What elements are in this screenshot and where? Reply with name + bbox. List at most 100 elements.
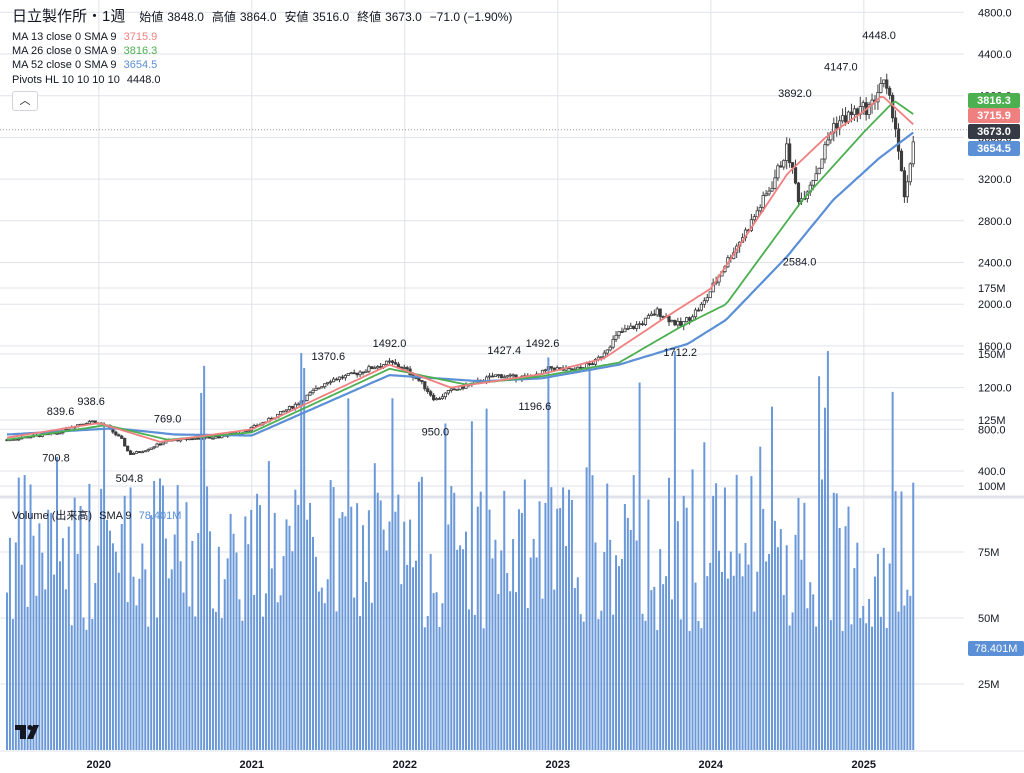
volume-bar bbox=[785, 545, 788, 750]
candle-body bbox=[405, 367, 409, 370]
volume-bar bbox=[76, 553, 79, 750]
candle-body bbox=[605, 349, 609, 354]
candle-body bbox=[826, 139, 830, 146]
volume-bar bbox=[44, 589, 47, 750]
tradingview-logo[interactable] bbox=[14, 722, 44, 742]
volume-bar bbox=[350, 506, 353, 750]
time-tick-label: 2022 bbox=[393, 759, 417, 771]
candle-body bbox=[543, 369, 548, 372]
volume-bar bbox=[29, 484, 32, 750]
volume-bar bbox=[659, 549, 662, 750]
candles bbox=[5, 73, 915, 750]
volume-bar bbox=[526, 607, 529, 750]
volume-bar bbox=[382, 529, 385, 750]
candle-body bbox=[499, 374, 503, 379]
volume-bar bbox=[688, 631, 691, 750]
volume-bar bbox=[94, 583, 97, 750]
indicator-pivots[interactable]: Pivots HL 10 10 10 10 4448.0 bbox=[12, 72, 165, 88]
volume-bar bbox=[903, 605, 906, 750]
candle-body bbox=[432, 394, 436, 401]
volume-bar bbox=[765, 561, 768, 750]
pivot-label: 1196.6 bbox=[518, 401, 551, 413]
high-value: 3864.0 bbox=[239, 10, 277, 24]
price-tick-label: 1200.0 bbox=[978, 383, 1012, 395]
volume-bar bbox=[214, 611, 217, 750]
candle-body bbox=[149, 447, 153, 450]
indicator-ma13[interactable]: MA 13 close 0 SMA 9 3715.9 bbox=[12, 29, 161, 45]
volume-bar bbox=[8, 537, 11, 750]
candle-body bbox=[387, 360, 392, 363]
volume-bar bbox=[306, 519, 309, 750]
time-tick-label: 2021 bbox=[240, 759, 264, 771]
volume-bar bbox=[491, 558, 494, 750]
candle-body bbox=[187, 438, 192, 441]
candle-body bbox=[373, 367, 377, 370]
candle-body bbox=[326, 381, 330, 385]
candle-body bbox=[420, 380, 424, 382]
candle-body bbox=[655, 308, 659, 316]
volume-bar bbox=[750, 476, 753, 750]
volume-bar bbox=[635, 540, 638, 750]
candle-body bbox=[843, 115, 848, 123]
candle-body bbox=[331, 378, 336, 383]
volume-bar bbox=[309, 502, 312, 750]
volume-bar bbox=[129, 487, 132, 750]
volume-bar bbox=[173, 534, 176, 750]
time-tick-label: 2024 bbox=[699, 759, 724, 771]
candle-body bbox=[214, 436, 218, 439]
candle-body bbox=[626, 328, 630, 330]
volume-bar bbox=[191, 541, 194, 750]
volume-bar bbox=[250, 509, 253, 750]
candle-body bbox=[623, 328, 627, 333]
candle-body bbox=[17, 438, 21, 441]
volume-bar bbox=[241, 620, 244, 750]
candle-body bbox=[885, 79, 889, 89]
volume-bar bbox=[679, 619, 682, 750]
volume-bar bbox=[591, 475, 594, 750]
indicator-ma52[interactable]: MA 52 close 0 SMA 9 3654.5 bbox=[12, 57, 161, 73]
time-tick-label: 2020 bbox=[87, 759, 111, 771]
volume-bar bbox=[285, 519, 288, 750]
volume-bar bbox=[323, 603, 326, 750]
volume-bar bbox=[229, 513, 232, 750]
candle-body bbox=[390, 360, 395, 363]
volume-bar bbox=[117, 572, 120, 750]
candle-body bbox=[688, 317, 692, 321]
collapse-legend-button[interactable]: ︿ bbox=[12, 91, 38, 111]
candle-body bbox=[290, 405, 295, 409]
candle-body bbox=[882, 79, 886, 84]
volume-bar bbox=[771, 406, 773, 750]
candle-body bbox=[617, 331, 621, 336]
ma52-line bbox=[6, 131, 914, 437]
volume-bar bbox=[573, 588, 576, 750]
candle-body bbox=[602, 352, 606, 358]
volume-tick-label: 25M bbox=[978, 679, 999, 691]
pivot-label: 1427.4 bbox=[487, 345, 521, 357]
volume-bar bbox=[288, 525, 291, 750]
indicator-ma26[interactable]: MA 26 close 0 SMA 9 3816.3 bbox=[12, 43, 161, 59]
volume-bar bbox=[403, 521, 406, 750]
volume-bar bbox=[697, 621, 700, 750]
volume-bar bbox=[23, 475, 26, 750]
price-badge bbox=[968, 93, 1020, 108]
volume-bar bbox=[58, 561, 61, 750]
candle-body bbox=[788, 143, 792, 163]
pivot-label: 769.0 bbox=[154, 414, 182, 426]
candle-body bbox=[346, 373, 350, 376]
price-badge bbox=[968, 108, 1020, 123]
volume-bar bbox=[432, 593, 435, 750]
volume-bar bbox=[632, 475, 635, 750]
price-tick-label: 2400.0 bbox=[978, 258, 1012, 270]
candle-body bbox=[429, 391, 433, 396]
volume-bar bbox=[791, 612, 794, 750]
candle-body bbox=[793, 167, 798, 184]
volume-bar bbox=[11, 619, 14, 750]
volume-bar bbox=[744, 543, 747, 750]
volume-bar bbox=[576, 577, 579, 750]
volume-bar bbox=[111, 543, 114, 750]
pivot-label: 938.6 bbox=[77, 396, 105, 408]
volume-legend[interactable]: Volume (出来高) SMA 9 78.401M bbox=[12, 508, 185, 524]
volume-bar bbox=[882, 547, 885, 750]
candle-body bbox=[196, 437, 200, 440]
